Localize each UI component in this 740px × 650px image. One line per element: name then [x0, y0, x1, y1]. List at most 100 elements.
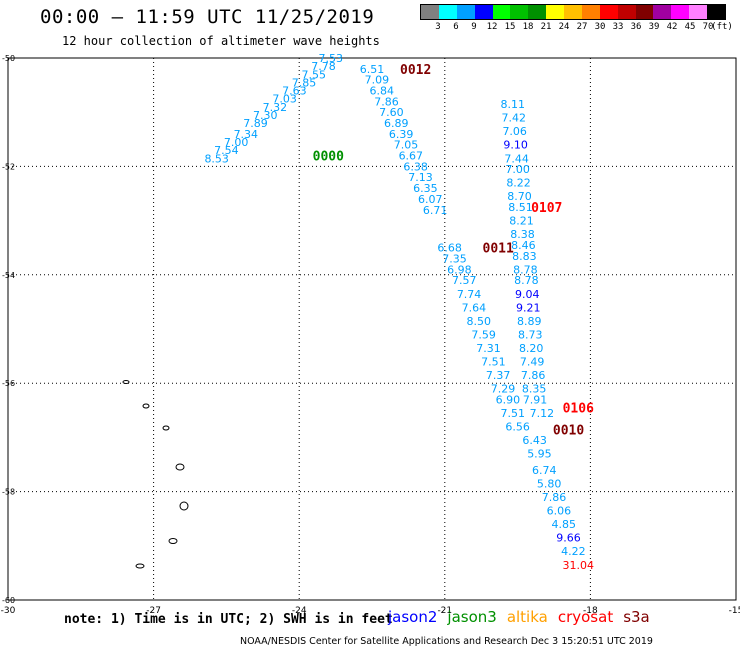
wave-height-value: 8.53 [204, 152, 229, 165]
satellite-cryosat: cryosat [557, 608, 614, 626]
wave-height-value: 9.04 [515, 288, 540, 301]
legend-swatches [420, 4, 726, 20]
wave-height-value: 7.09 [365, 74, 390, 87]
wave-height-value: 7.86 [374, 95, 399, 108]
wave-height-value: 6.84 [369, 85, 394, 98]
track-time-label: 0106 [563, 402, 594, 417]
wave-height-value: 6.98 [447, 263, 472, 276]
wave-height-value: 8.78 [513, 263, 538, 276]
legend-labels: 3 6 9 12 15 18 21 24 27 30 33 36 39 42 45 70 (ft) [420, 22, 733, 34]
legend-unit: (ft) [711, 22, 733, 32]
island-outline [142, 403, 150, 409]
wave-height-value: 7.64 [462, 301, 487, 314]
wave-height-value: 7.51 [500, 407, 525, 420]
lon-tick-label: -30 [1, 606, 16, 616]
wave-height-value: 6.51 [360, 63, 385, 76]
wave-height-value: 6.74 [532, 464, 557, 477]
lon-tick-label: -27 [146, 606, 161, 616]
legend-swatch [438, 5, 457, 19]
wave-height-value: 6.67 [399, 150, 424, 163]
lon-tick-label: -15 [729, 606, 740, 616]
legend-label: 33 [612, 22, 624, 32]
legend-swatch [707, 5, 725, 19]
island-outline [179, 501, 189, 511]
wave-height-value: 6.68 [437, 242, 462, 255]
wave-height-value: 8.89 [517, 315, 542, 328]
island-outline [162, 425, 170, 431]
credit-footer: NOAA/NESDIS Center for Satellite Applica… [240, 636, 653, 647]
satellite-legend: jason2 jason3 altika cryosat s3a [388, 608, 660, 626]
legend-label: 70 [702, 22, 714, 32]
wave-height-value: 8.50 [467, 315, 492, 328]
satellite-s3a: s3a [623, 608, 650, 626]
legend-swatch [653, 5, 672, 19]
legend-swatch [564, 5, 582, 19]
wave-height-value: 4.85 [551, 518, 576, 531]
wave-height-value: 6.56 [505, 421, 530, 434]
wave-height-value: 7.12 [530, 407, 555, 420]
wave-height-value: 8.22 [506, 177, 531, 190]
wave-height-value: 5.80 [537, 477, 562, 490]
legend-label: 42 [666, 22, 678, 32]
wave-height-value: 7.55 [302, 68, 327, 81]
lat-tick-label: -60 [2, 596, 15, 605]
island-outline [135, 563, 145, 569]
wave-height-value: 9.66 [556, 532, 581, 545]
wave-height-value: 7.60 [379, 106, 404, 119]
legend-label: 27 [576, 22, 588, 32]
track-time-label: 0010 [553, 423, 584, 438]
wave-height-value: 7.00 [505, 163, 530, 176]
wave-height-value: 7.74 [457, 288, 482, 301]
wave-height-value: 8.78 [514, 274, 539, 287]
wave-height-value: 7.13 [408, 171, 433, 184]
wave-height-value: 6.39 [389, 128, 414, 141]
wave-height-value: 6.90 [496, 393, 521, 406]
legend-label: 21 [540, 22, 552, 32]
wave-height-value: 7.86 [521, 369, 546, 382]
wave-height-value: 7.30 [253, 109, 278, 122]
wave-height-value: 7.32 [263, 101, 288, 114]
page-subtitle: 12 hour collection of altimeter wave hei… [62, 34, 380, 48]
legend-label: 24 [558, 22, 570, 32]
wave-height-value: 8.11 [500, 98, 525, 111]
lat-tick-label: -56 [2, 379, 15, 388]
legend-label: 30 [594, 22, 606, 32]
legend-swatch [421, 5, 439, 19]
wave-height-value: 8.38 [510, 228, 535, 241]
wave-height-value: 7.53 [318, 52, 343, 65]
legend-label: 15 [504, 22, 516, 32]
legend-label: 36 [630, 22, 642, 32]
legend-label: 18 [522, 22, 534, 32]
legend-swatch [617, 5, 636, 19]
wave-height-value: 7.00 [224, 136, 249, 149]
wave-height-value: 6.43 [522, 434, 547, 447]
satellite-altika: altika [506, 608, 548, 626]
wave-height-value: 7.57 [452, 274, 477, 287]
footnote: note: 1) Time is in UTC; 2) SWH is in fe… [64, 612, 393, 627]
legend-swatch [492, 5, 511, 19]
wave-height-value: 6.07 [418, 193, 443, 206]
wave-height-value: 5.95 [527, 448, 552, 461]
wave-height-value: 6.89 [384, 117, 409, 130]
track-time-label: 0011 [483, 242, 514, 257]
wave-height-value: 7.59 [471, 328, 496, 341]
island-outline [168, 538, 178, 544]
track-time-label: 0012 [400, 63, 431, 78]
satellite-jason2: jason2 [388, 608, 438, 626]
lon-tick-label: -21 [437, 606, 452, 616]
wave-height-value: 8.83 [512, 250, 537, 263]
wave-height-value: 4.22 [561, 545, 586, 558]
wave-height-value: 9.10 [503, 139, 528, 152]
wave-height-value: 31.04 [563, 559, 595, 572]
wave-height-value: 7.89 [243, 117, 268, 130]
wave-height-value: 7.35 [442, 253, 467, 266]
wave-height-value: 7.05 [394, 139, 419, 152]
legend-label: 3 [435, 22, 441, 32]
wave-height-value: 7.49 [520, 356, 545, 369]
lat-tick-label: -50 [2, 54, 15, 63]
wave-height-value: 8.21 [509, 215, 534, 228]
wave-height-value: 7.63 [282, 85, 307, 98]
wave-height-value: 7.34 [234, 128, 259, 141]
legend-swatch [528, 5, 547, 19]
